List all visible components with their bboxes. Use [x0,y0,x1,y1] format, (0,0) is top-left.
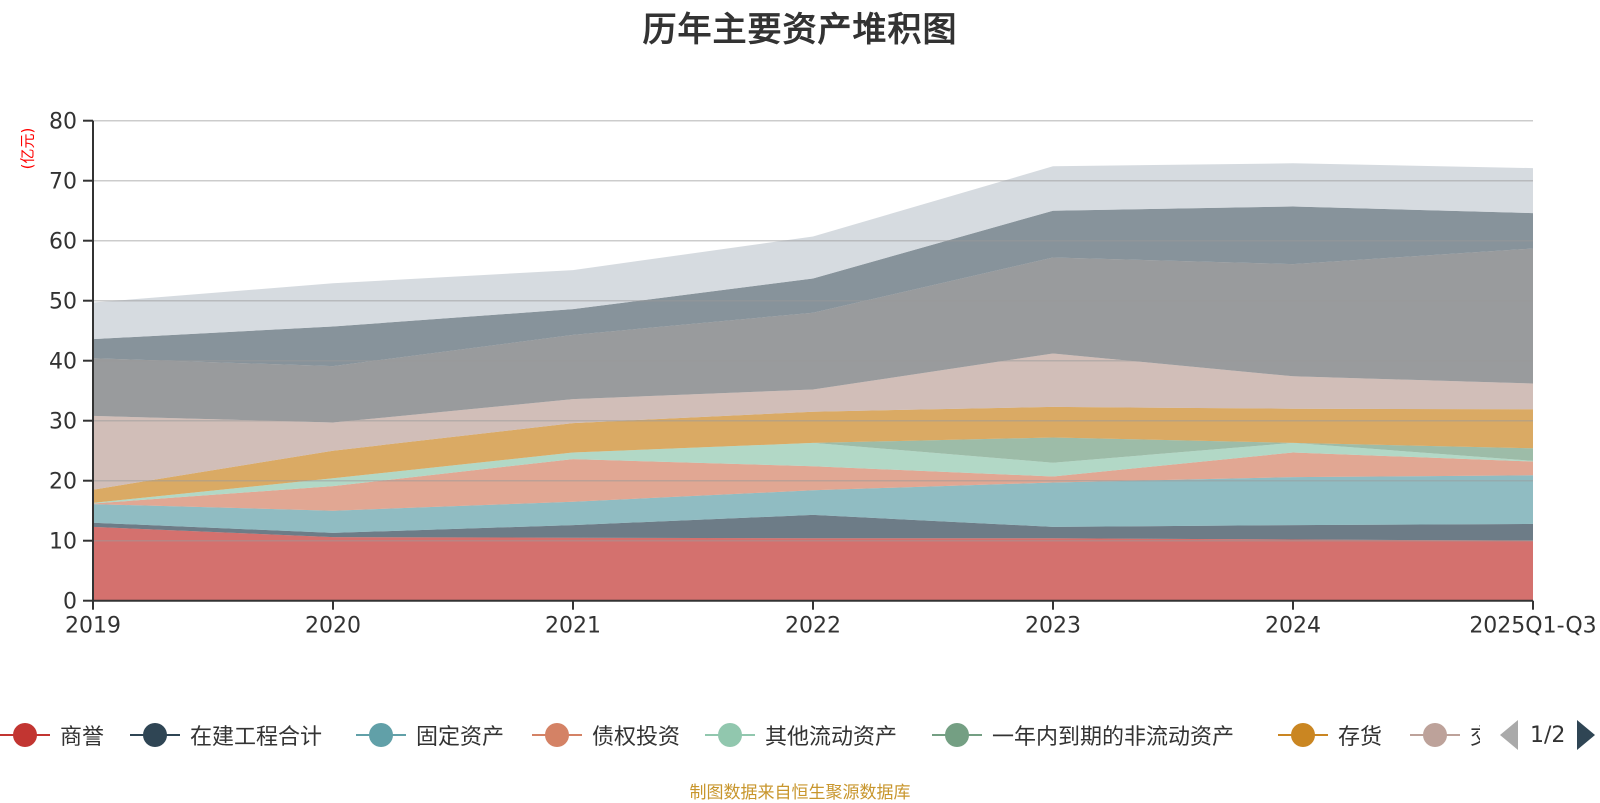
legend-label: 其他流动资产 [765,725,898,750]
legend-item[interactable]: 固定资产 [356,718,504,752]
legend-item[interactable]: 债权投资 [532,718,680,752]
legend: 商誉 在建工程合计 固定资产 债权投资 其他流动资产 一年内到期的非流动资产 存货 交 [0,718,1480,752]
axes: 0 10 20 30 40 50 60 70 80 2019 2020 2021 2022 2023 202… [49,110,1597,639]
stacked-area-chart: 0 10 20 30 40 50 60 70 80 2019 2020 2021 2022 2023 202… [49,110,1597,639]
triangle-left-icon[interactable] [1500,720,1518,750]
legend-label: 一年内到期的非流动资产 [992,725,1235,750]
legend-item[interactable]: 其他流动资产 [705,718,897,752]
legend-circle-icon [0,722,50,748]
y-tick-label: 30 [49,410,77,435]
x-tick-label: 2025Q1-Q3 [1469,614,1596,639]
legend-item[interactable]: 存货 [1278,718,1382,752]
y-tick-label: 70 [49,170,77,195]
area-series-固定资产 [93,475,1533,533]
y-tick-label: 50 [49,290,77,315]
x-tick-label: 2023 [1025,614,1081,639]
area-series-series-10 [93,206,1533,367]
y-tick-label: 10 [49,530,77,555]
area-series-在建工程合计 [93,514,1533,541]
grid-lines [93,119,1533,542]
legend-circle-icon [1278,722,1328,748]
data-source-footer: 制图数据来自恒生聚源数据库 [689,783,911,803]
area-series-债权投资 [93,452,1533,511]
area-series-商誉 [93,526,1533,601]
legend-pager: 1/2 [1500,718,1596,752]
y-tick-label: 20 [49,470,77,495]
legend-item[interactable]: 商誉 [0,718,104,752]
legend-label: 交 [1470,719,1480,751]
area-series-series-9 [93,248,1533,423]
legend-label: 商誉 [60,725,105,750]
legend-circle-icon [1410,722,1460,748]
area-series [93,163,1533,601]
y-tick-label: 40 [49,350,77,375]
x-tick-label: 2022 [785,614,841,639]
triangle-right-icon[interactable] [1577,720,1596,750]
legend-circle-icon [356,722,406,748]
area-series-其他流动资产 [93,442,1533,504]
y-tick-label: 80 [49,110,77,135]
chart-title: 历年主要资产堆积图 [642,10,958,50]
x-tick-label: 2020 [305,614,361,639]
legend-item[interactable]: 在建工程合计 [130,718,322,752]
legend-label: 在建工程合计 [190,725,323,750]
area-series-series-11 [93,163,1533,340]
legend-label: 固定资产 [416,725,505,750]
legend-circle-icon [705,722,755,748]
area-series-存货 [93,406,1533,503]
legend-label: 存货 [1338,725,1383,750]
legend-circle-icon [932,722,982,748]
legend-circle-icon [532,722,582,748]
legend-item[interactable]: 交 [1410,718,1480,752]
x-tick-label: 2019 [65,614,121,639]
area-series-交易性金融资产 [93,353,1533,490]
x-tick-label: 2021 [545,614,601,639]
legend-item[interactable]: 一年内到期的非流动资产 [932,718,1234,752]
x-tick-label: 2024 [1265,614,1321,639]
legend-circle-icon [130,722,180,748]
legend-label: 债权投资 [592,725,681,750]
y-tick-label: 0 [63,590,77,615]
legend-page-indicator: 1/2 [1530,722,1566,748]
y-tick-label: 60 [49,230,77,255]
